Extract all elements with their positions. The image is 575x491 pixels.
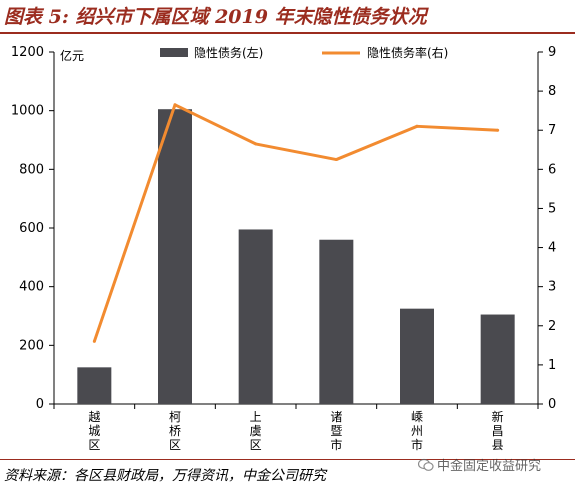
bar <box>158 109 192 404</box>
x-tick-label: 新昌县 <box>492 409 504 452</box>
legend-label-line: 隐性债务率(右) <box>367 45 448 60</box>
y-tick-label-right: 2 <box>548 319 556 334</box>
line-point <box>415 124 419 128</box>
bar <box>77 367 112 404</box>
y-axis-unit-label: 亿元 <box>60 48 84 63</box>
bar <box>319 239 354 404</box>
line-series <box>92 103 500 343</box>
line-point <box>334 158 338 162</box>
title-divider <box>0 32 575 34</box>
line-point <box>254 142 258 146</box>
figure-title: 图表 5: 绍兴市下属区域 2019 年末隐性债务状况 <box>4 6 427 28</box>
bar-series <box>77 109 515 404</box>
y-tick-label-left: 1200 <box>11 45 44 60</box>
y-tick-label-right: 8 <box>548 84 556 99</box>
line-path <box>92 103 498 342</box>
y-tick-label-right: 7 <box>548 123 556 138</box>
legend-swatch-bar <box>160 48 188 57</box>
y-tick-label-left: 1000 <box>11 104 44 119</box>
y-tick-label-left: 400 <box>19 280 44 295</box>
y-tick-label-right: 3 <box>548 280 556 295</box>
watermark-text: 中金固定收益研究 <box>437 459 542 474</box>
legend-label-bar: 隐性债务(左) <box>194 45 263 60</box>
y-tick-label-left: 800 <box>19 162 44 177</box>
wechat-icon <box>418 458 434 471</box>
x-tick-label: 柯桥区 <box>169 410 181 452</box>
line-point <box>496 128 500 132</box>
legend: 隐性债务(左) 隐性债务率(右) <box>160 45 448 60</box>
y-tick-label-right: 5 <box>548 201 556 216</box>
x-tick-label: 诸暨市 <box>330 410 342 452</box>
y-tick-label-right: 4 <box>548 241 556 256</box>
bar <box>400 308 434 404</box>
y-tick-label-right: 1 <box>548 358 556 373</box>
line-point <box>92 339 96 343</box>
y-tick-label-left: 0 <box>36 397 44 412</box>
x-tick-label: 上虞区 <box>250 410 262 452</box>
source-note: 资料来源：各区县财政局，万得资讯，中金公司研究 <box>4 468 326 484</box>
line-point <box>173 103 177 107</box>
bar <box>480 314 515 404</box>
bar <box>238 229 273 404</box>
y-tick-label-left: 600 <box>19 221 44 236</box>
y-tick-label-right: 0 <box>548 397 556 412</box>
y-tick-label-left: 200 <box>19 338 44 353</box>
footer-divider <box>0 459 575 460</box>
y-tick-label-right: 6 <box>548 162 556 177</box>
y-tick-label-right: 9 <box>548 45 556 60</box>
watermark: 中金固定收益研究 <box>418 455 541 474</box>
x-tick-label: 越城区 <box>88 410 100 452</box>
x-tick-label: 嵊州市 <box>411 410 423 452</box>
